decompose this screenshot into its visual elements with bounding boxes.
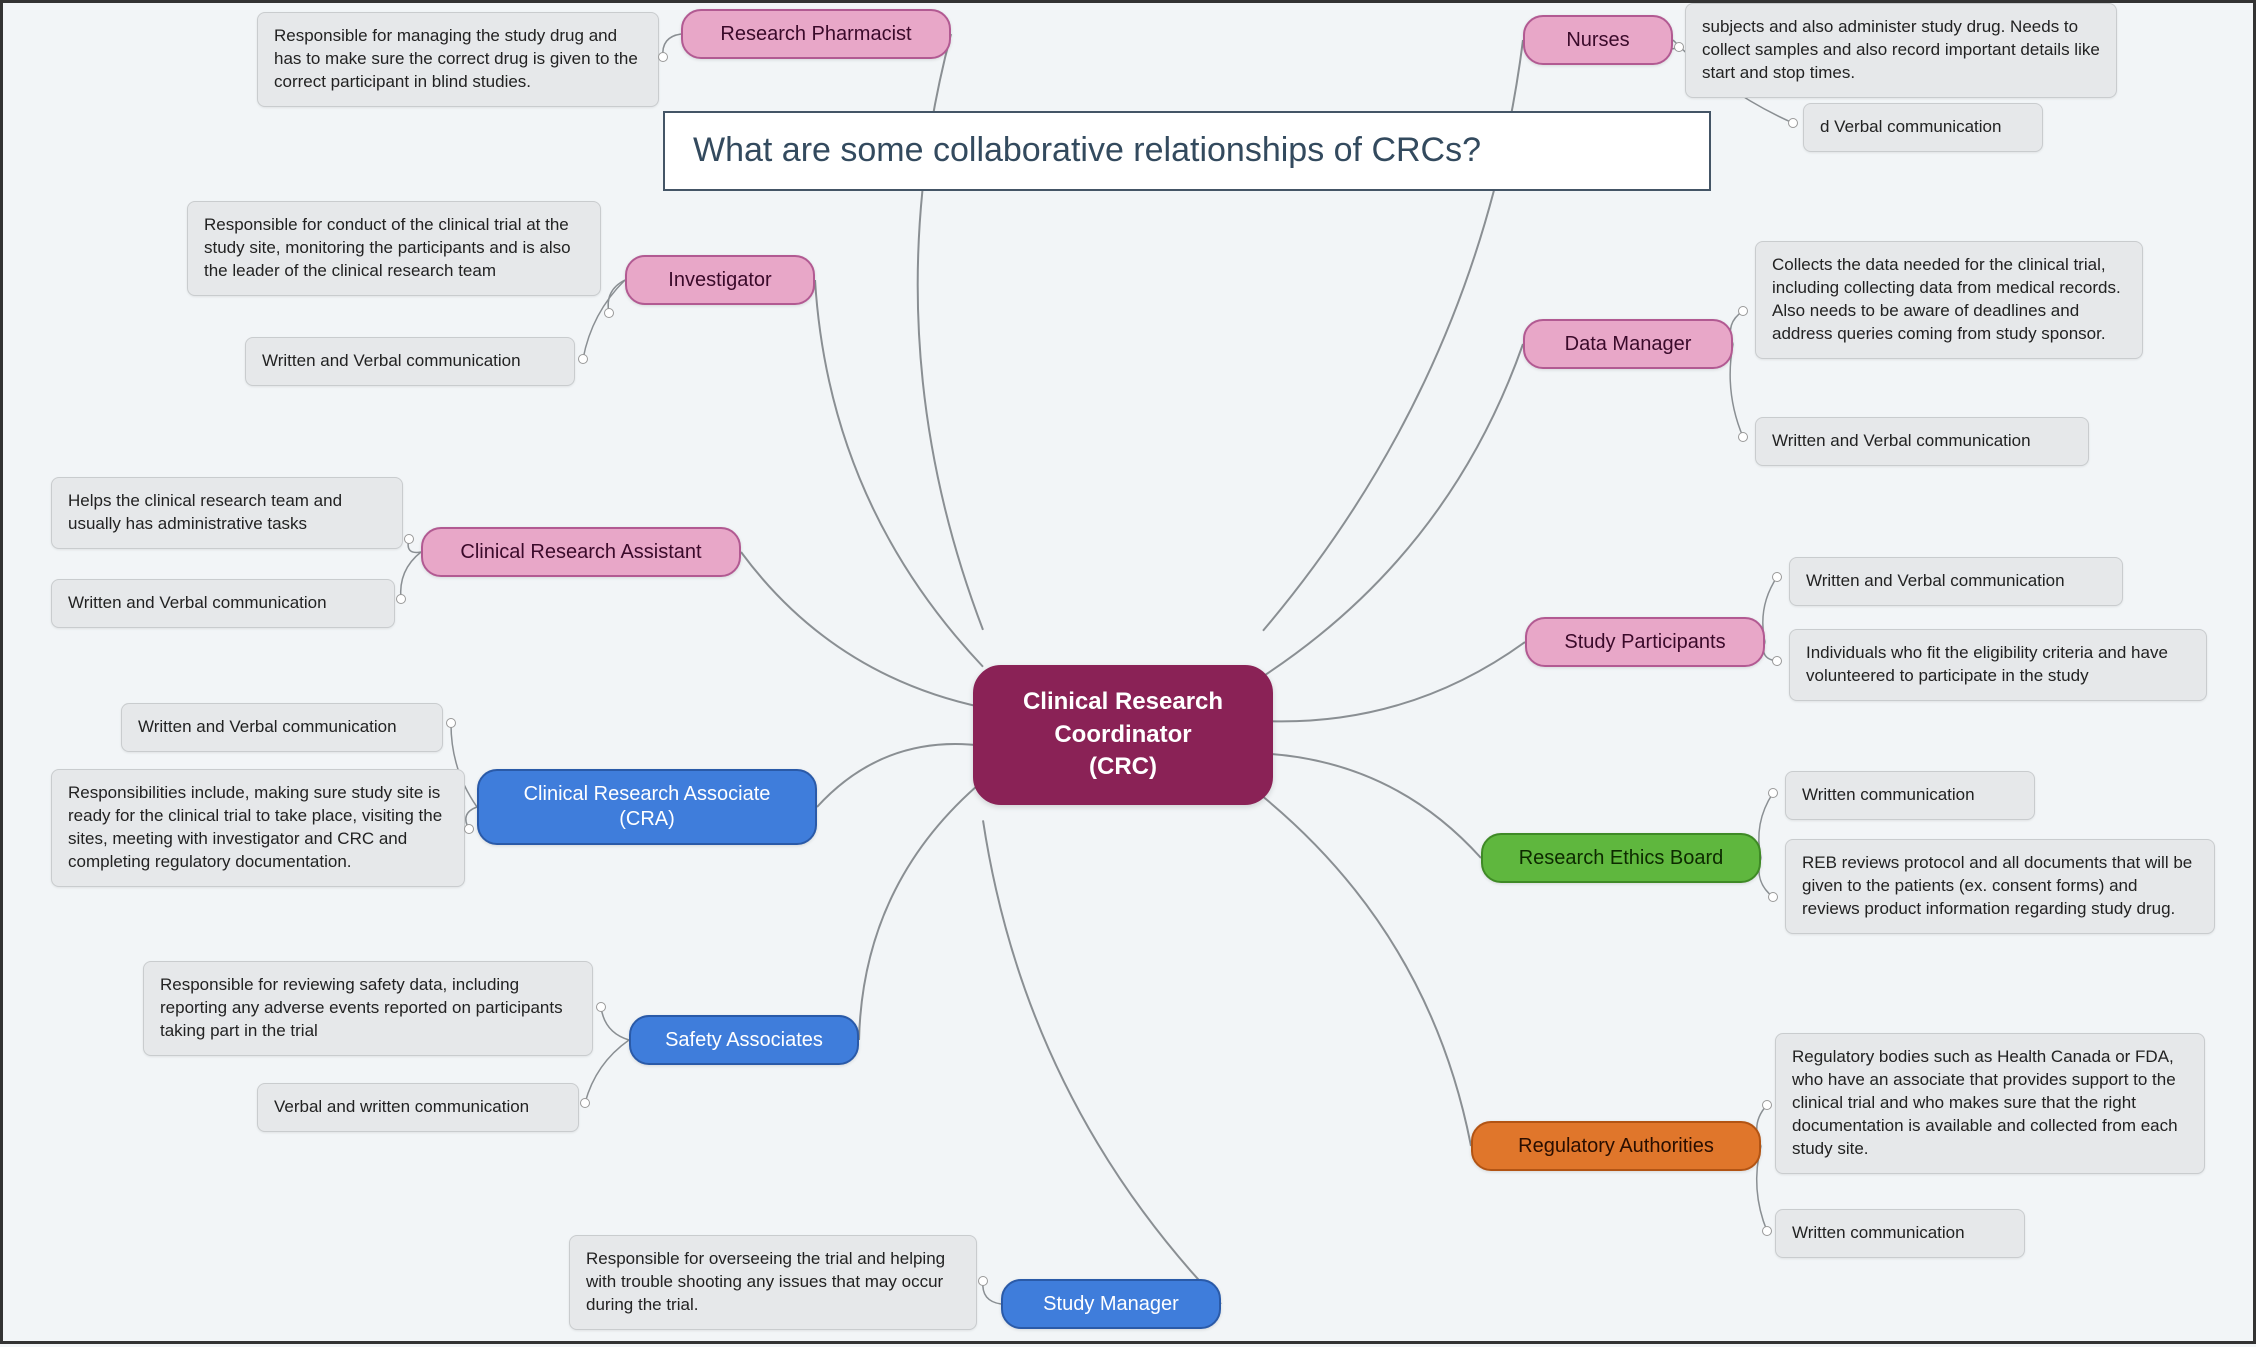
note-study-participants-0: Written and Verbal communication — [1789, 557, 2123, 606]
role-cra[interactable]: Clinical Research Associate (CRA) — [477, 769, 817, 845]
role-study-manager[interactable]: Study Manager — [1001, 1279, 1221, 1329]
connector-dot — [446, 718, 456, 728]
connector-dot — [464, 824, 474, 834]
role-reb[interactable]: Research Ethics Board — [1481, 833, 1761, 883]
note-clinical-research-assistant-1: Written and Verbal communication — [51, 579, 395, 628]
connector-dot — [1772, 572, 1782, 582]
note-reb-0: Written communication — [1785, 771, 2035, 820]
note-nurses-0: subjects and also administer study drug.… — [1685, 3, 2117, 98]
note-cra-0: Written and Verbal communication — [121, 703, 443, 752]
note-safety-associates-1: Verbal and written communication — [257, 1083, 579, 1132]
role-nurses[interactable]: Nurses — [1523, 15, 1673, 65]
connector-dot — [1768, 892, 1778, 902]
connector-dot — [578, 354, 588, 364]
connector-dot — [596, 1002, 606, 1012]
connector-dot — [1788, 118, 1798, 128]
role-regulatory[interactable]: Regulatory Authorities — [1471, 1121, 1761, 1171]
connector-dot — [404, 534, 414, 544]
connector-dot — [1762, 1100, 1772, 1110]
note-research-pharmacist-0: Responsible for managing the study drug … — [257, 12, 659, 107]
note-reb-1: REB reviews protocol and all documents t… — [1785, 839, 2215, 934]
note-cra-1: Responsibilities include, making sure st… — [51, 769, 465, 887]
role-investigator[interactable]: Investigator — [625, 255, 815, 305]
center-node[interactable]: Clinical Research Coordinator (CRC) — [973, 665, 1273, 805]
note-data-manager-0: Collects the data needed for the clinica… — [1755, 241, 2143, 359]
connector-dot — [1738, 432, 1748, 442]
note-nurses-1: d Verbal communication — [1803, 103, 2043, 152]
note-data-manager-1: Written and Verbal communication — [1755, 417, 2089, 466]
connector-dot — [1674, 42, 1684, 52]
note-investigator-0: Responsible for conduct of the clinical … — [187, 201, 601, 296]
connector-dot — [1762, 1226, 1772, 1236]
connector-dot — [604, 308, 614, 318]
role-safety-associates[interactable]: Safety Associates — [629, 1015, 859, 1065]
connector-dot — [658, 52, 668, 62]
role-clinical-research-assistant[interactable]: Clinical Research Assistant — [421, 527, 741, 577]
connector-dot — [396, 594, 406, 604]
note-regulatory-0: Regulatory bodies such as Health Canada … — [1775, 1033, 2205, 1174]
role-study-participants[interactable]: Study Participants — [1525, 617, 1765, 667]
connector-dot — [1738, 306, 1748, 316]
mindmap-canvas: What are some collaborative relationship… — [0, 0, 2256, 1344]
connector-dot — [580, 1098, 590, 1108]
role-data-manager[interactable]: Data Manager — [1523, 319, 1733, 369]
note-study-manager-0: Responsible for overseeing the trial and… — [569, 1235, 977, 1330]
connector-dot — [1768, 788, 1778, 798]
title-box: What are some collaborative relationship… — [663, 111, 1711, 191]
note-investigator-1: Written and Verbal communication — [245, 337, 575, 386]
connector-dot — [1772, 656, 1782, 666]
note-study-participants-1: Individuals who fit the eligibility crit… — [1789, 629, 2207, 701]
note-clinical-research-assistant-0: Helps the clinical research team and usu… — [51, 477, 403, 549]
note-safety-associates-0: Responsible for reviewing safety data, i… — [143, 961, 593, 1056]
note-regulatory-1: Written communication — [1775, 1209, 2025, 1258]
role-research-pharmacist[interactable]: Research Pharmacist — [681, 9, 951, 59]
connector-dot — [978, 1276, 988, 1286]
